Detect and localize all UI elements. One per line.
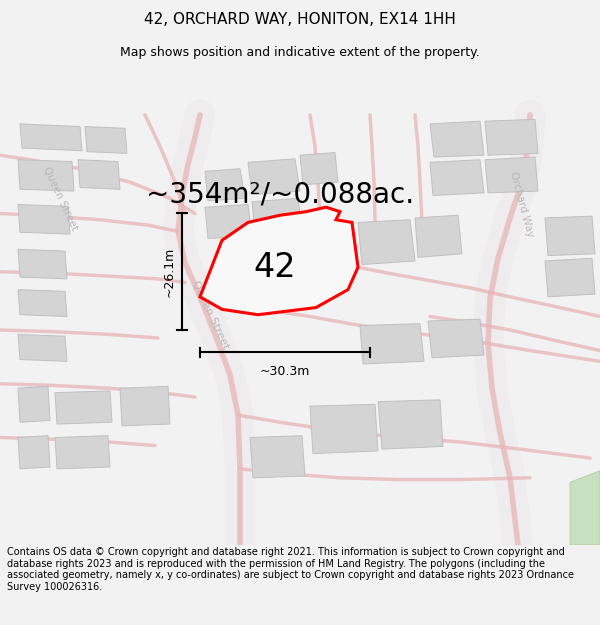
Polygon shape <box>250 436 305 478</box>
Polygon shape <box>545 258 595 297</box>
Text: Queen Street: Queen Street <box>41 165 79 232</box>
Polygon shape <box>18 160 74 191</box>
Polygon shape <box>300 152 338 185</box>
Polygon shape <box>18 386 50 423</box>
Polygon shape <box>200 208 358 315</box>
Polygon shape <box>18 204 70 234</box>
Polygon shape <box>18 334 67 361</box>
Polygon shape <box>378 400 443 449</box>
Text: Map shows position and indicative extent of the property.: Map shows position and indicative extent… <box>120 46 480 59</box>
Polygon shape <box>428 319 484 357</box>
Polygon shape <box>55 436 110 469</box>
Polygon shape <box>248 159 300 194</box>
Polygon shape <box>18 249 67 279</box>
Polygon shape <box>415 215 462 258</box>
Polygon shape <box>205 204 252 239</box>
Polygon shape <box>18 436 50 469</box>
Polygon shape <box>120 386 170 426</box>
Polygon shape <box>570 471 600 545</box>
Polygon shape <box>358 220 415 264</box>
Polygon shape <box>18 289 67 316</box>
Polygon shape <box>430 121 484 157</box>
Text: ~354m²/~0.088ac.: ~354m²/~0.088ac. <box>146 181 414 208</box>
Polygon shape <box>20 124 82 151</box>
Polygon shape <box>430 160 484 196</box>
Polygon shape <box>485 157 538 193</box>
Text: 42, ORCHARD WAY, HONITON, EX14 1HH: 42, ORCHARD WAY, HONITON, EX14 1HH <box>144 12 456 27</box>
Text: ~26.1m: ~26.1m <box>163 247 176 297</box>
Text: Queen Street: Queen Street <box>190 279 230 351</box>
Text: 42: 42 <box>254 251 296 284</box>
Polygon shape <box>205 169 245 201</box>
Polygon shape <box>485 119 538 155</box>
Polygon shape <box>78 160 120 189</box>
Polygon shape <box>310 404 378 454</box>
Text: ~30.3m: ~30.3m <box>260 365 310 378</box>
Polygon shape <box>85 126 127 153</box>
Polygon shape <box>545 216 595 256</box>
Polygon shape <box>360 324 424 364</box>
Polygon shape <box>55 391 112 424</box>
Polygon shape <box>252 198 302 233</box>
Text: Orchard Way: Orchard Way <box>508 171 536 238</box>
Text: Contains OS data © Crown copyright and database right 2021. This information is : Contains OS data © Crown copyright and d… <box>7 548 574 592</box>
